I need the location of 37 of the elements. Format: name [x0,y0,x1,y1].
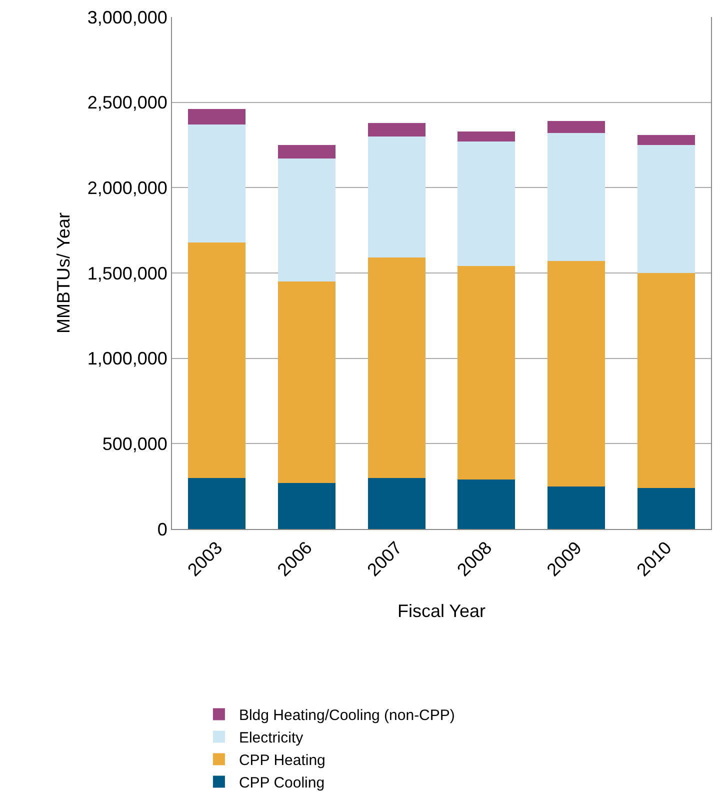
y-tick-label: 500,000 [102,434,168,454]
bar [637,134,695,145]
y-tick-label: 2,500,000 [87,92,168,113]
bar [368,136,426,258]
bar [637,273,695,488]
bar [278,282,336,483]
bar [548,486,605,529]
y-tick-label: 2,000,000 [87,178,168,198]
x-axis-title: Fiscal Year [397,601,486,622]
y-tick-label: 0 [157,519,168,540]
y-tick-label: 1,500,000 [87,263,168,284]
bar [637,488,695,529]
bar [548,121,605,134]
y-tick-label: 3,000,000 [87,7,168,28]
y-axis-title: MMBTUs/ Year [54,212,74,334]
y-tick-label: 1,000,000 [87,348,168,369]
bar [188,478,246,529]
bar [188,242,246,478]
bar [188,109,246,125]
bar [458,142,516,266]
legend-label: Electricity [238,730,304,747]
legend-label: Bldg Heating/Cooling (non-CPP) [238,707,455,724]
legend-label: CPP Heating [238,752,326,770]
bar [548,133,605,262]
bar [368,258,426,478]
legend-label: CPP Cooling [238,774,325,792]
bar [368,478,426,529]
bar [548,261,605,486]
bar [368,122,426,136]
bar [458,266,516,480]
bar [458,480,516,529]
bar [278,158,336,282]
bar [278,145,336,159]
bar [458,131,516,142]
bar [188,124,246,242]
bar [278,482,336,529]
bar [637,145,695,273]
